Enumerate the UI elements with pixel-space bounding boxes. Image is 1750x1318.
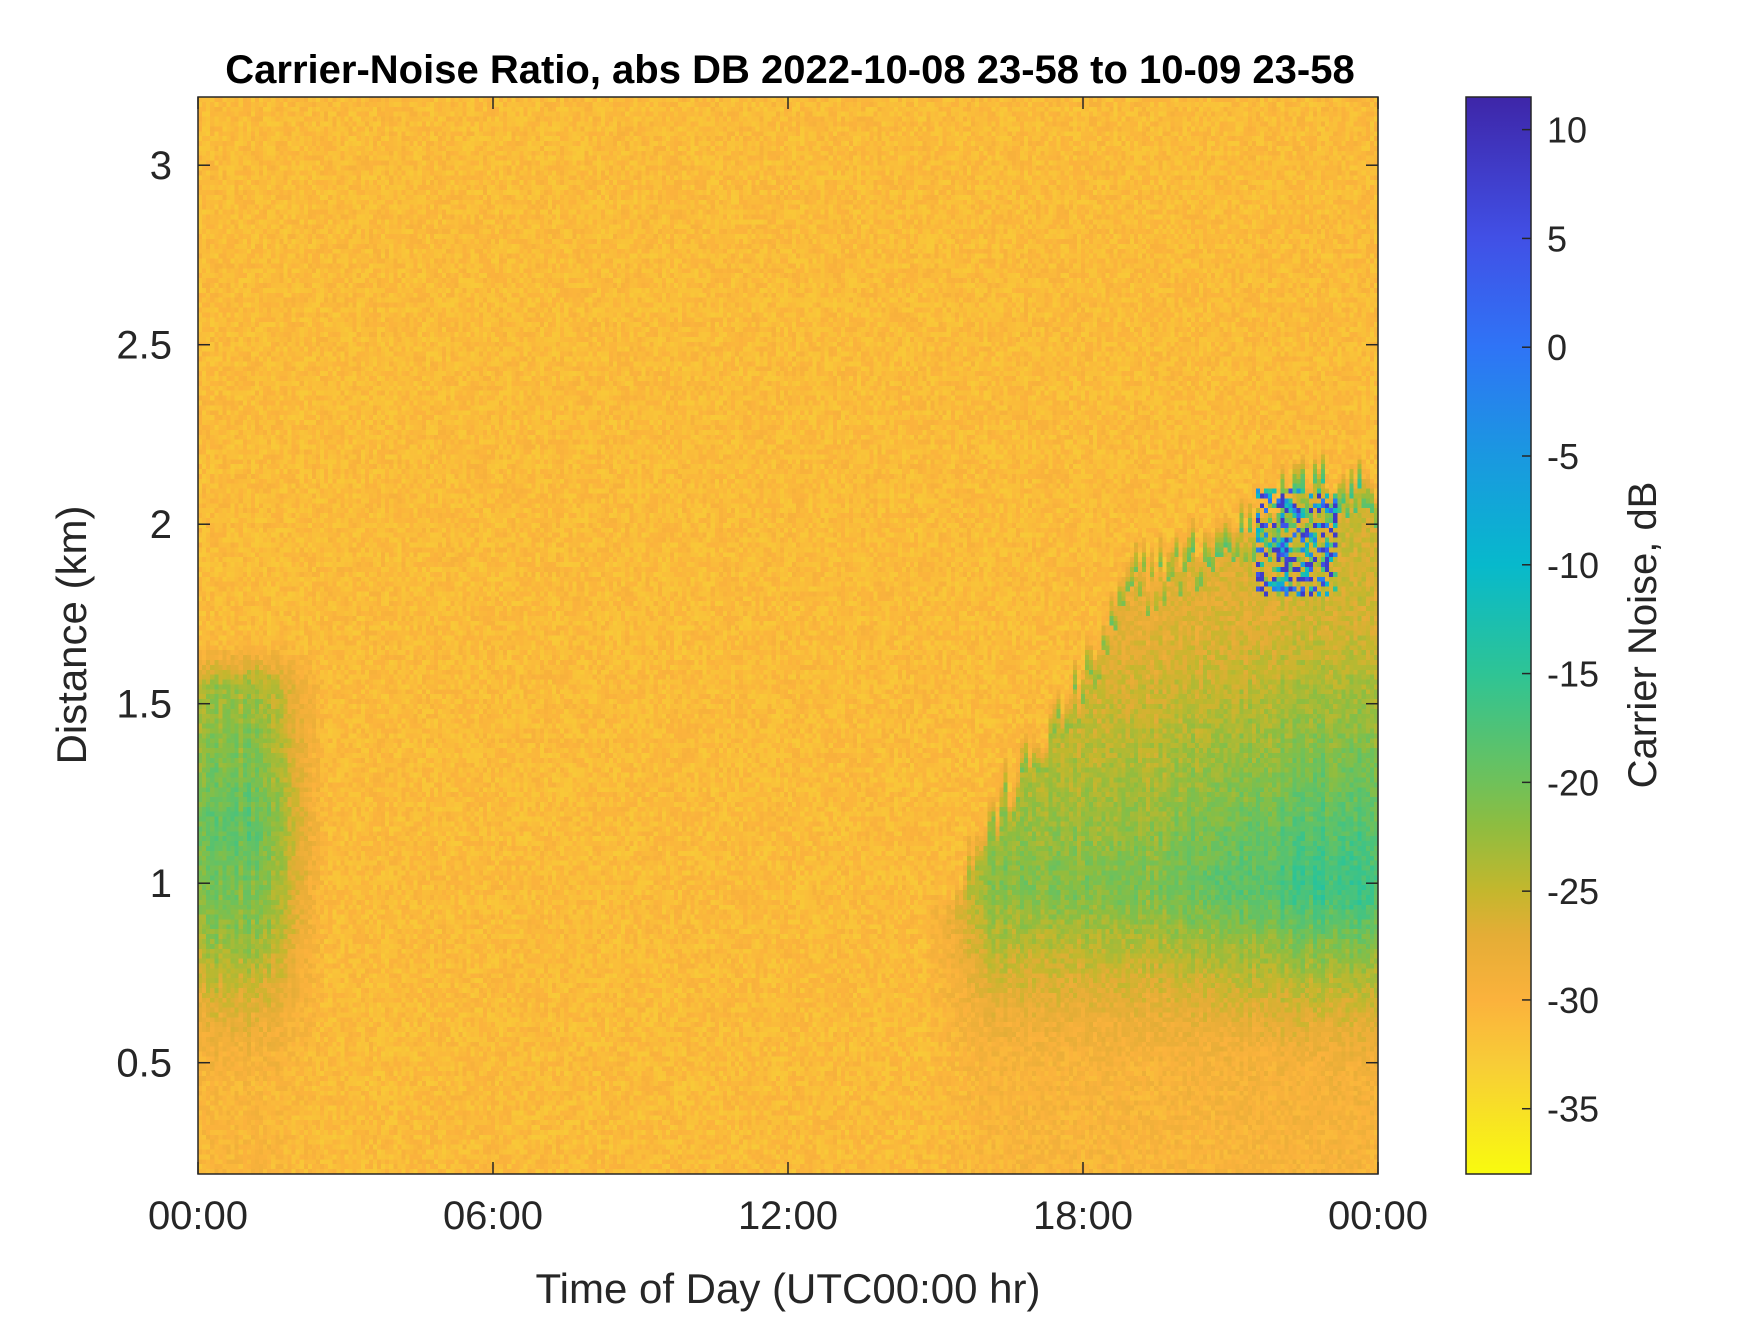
- colorbar-tick-label: -35: [1547, 1089, 1599, 1130]
- y-tick-label: 1.5: [116, 683, 172, 727]
- y-axis: 0.5 1 1.5 2 2.5 3: [116, 144, 1378, 1086]
- colorbar-tick-label: -30: [1547, 980, 1599, 1021]
- colorbar-label: Carrier Noise, dB: [1621, 482, 1665, 789]
- x-tick-label: 18:00: [1033, 1194, 1133, 1238]
- colorbar-ticks: 10 5 0 -5 -10 -15 -20 -25 -30 -35: [1522, 110, 1599, 1130]
- x-axis-label: Time of Day (UTC00:00 hr): [536, 1265, 1041, 1312]
- heatmap-image: [198, 97, 1378, 1174]
- colorbar: [1465, 96, 1532, 1175]
- chart-title: Carrier-Noise Ratio, abs DB 2022-10-08 2…: [225, 48, 1354, 92]
- y-tick-label: 3: [150, 144, 172, 188]
- y-axis-label: Distance (km): [48, 505, 95, 764]
- colorbar-tick-label: -25: [1547, 871, 1599, 912]
- colorbar-tick-label: 0: [1547, 327, 1567, 368]
- colorbar-tick-label: -5: [1547, 436, 1579, 477]
- colorbar-tick-label: -10: [1547, 545, 1599, 586]
- x-tick-label: 06:00: [443, 1194, 543, 1238]
- x-tick-label: 12:00: [738, 1194, 838, 1238]
- colorbar-tick-label: 10: [1547, 110, 1587, 151]
- colorbar-tick-label: -15: [1547, 654, 1599, 695]
- y-tick-label: 1: [150, 862, 172, 906]
- colorbar-tick-label: 5: [1547, 218, 1567, 259]
- y-tick-label: 0.5: [116, 1042, 172, 1086]
- y-tick-label: 2: [150, 503, 172, 547]
- heatmap: [198, 97, 1378, 1174]
- colorbar-tick-label: -20: [1547, 762, 1599, 803]
- y-tick-label: 2.5: [116, 324, 172, 368]
- x-axis: 00:00 06:00 12:00 18:00 00:00: [148, 97, 1428, 1238]
- x-tick-label: 00:00: [148, 1194, 248, 1238]
- x-tick-label: 00:00: [1328, 1194, 1428, 1238]
